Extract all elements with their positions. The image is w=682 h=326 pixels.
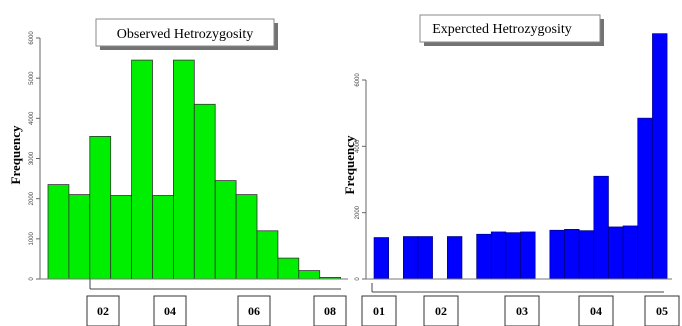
observed-y-axis: 0 1000 2000 3000 4000 5000 6000 <box>29 31 41 281</box>
expected-bar <box>417 236 433 280</box>
expected-bar <box>578 230 595 280</box>
observed-x-tick-label: 02 <box>97 304 109 318</box>
observed-y-tick-label: 6000 <box>29 31 35 45</box>
observed-title-box: Observed Hetrozygosity <box>95 18 278 50</box>
expected-x-tick-box <box>423 295 459 326</box>
observed-y-tick-label: 5000 <box>29 71 35 85</box>
expected-y-tick-label: 4000 <box>355 139 361 153</box>
expected-bar <box>373 237 389 280</box>
expected-y-tick-label: 0 <box>355 277 361 281</box>
expected-bars <box>373 33 668 280</box>
expected-y-axis-label: Frequency <box>342 135 357 194</box>
expected-title-box: Expercted Hetrozygosity <box>419 14 604 46</box>
observed-x-tick-label: 06 <box>248 304 260 318</box>
observed-x-tick-box <box>153 295 187 326</box>
observed-x-tick-label: 08 <box>324 304 336 318</box>
expected-bar <box>652 33 668 280</box>
expected-bar <box>622 225 638 280</box>
observed-bar <box>235 194 258 280</box>
expected-x-tick-box <box>504 295 540 326</box>
observed-y-tick-label: 3000 <box>29 151 35 165</box>
observed-y-tick-label: 2000 <box>29 191 35 205</box>
observed-x-tick-label: 04 <box>164 304 176 318</box>
observed-y-axis-label: Frequency <box>8 125 23 184</box>
observed-bar <box>131 59 153 280</box>
expected-y-tick-label: 2000 <box>355 205 361 219</box>
observed-y-tick-label: 4000 <box>29 111 35 125</box>
expected-bar <box>549 229 565 280</box>
observed-bar <box>47 184 70 280</box>
expected-x-tick-label: 02 <box>435 304 447 318</box>
observed-bar <box>256 230 279 280</box>
observed-bar <box>68 194 91 280</box>
expected-bar <box>637 117 653 280</box>
expected-bar <box>446 236 463 280</box>
observed-bar <box>277 257 300 280</box>
expected-x-tick-label: 05 <box>656 304 668 318</box>
expected-x-tick-box <box>578 295 614 326</box>
expected-bar <box>593 175 609 280</box>
expected-bar <box>564 229 580 280</box>
observed-x-tick-box <box>86 295 120 326</box>
expected-chart-title: Expercted Hetrozygosity <box>432 22 572 37</box>
expected-bar <box>402 236 419 280</box>
expected-x-tick-box <box>361 295 397 326</box>
expected-bar <box>520 231 536 280</box>
expected-bar <box>505 232 521 280</box>
observed-x-tick-labels: 02 04 06 08 <box>86 295 347 326</box>
observed-chart: 0 1000 2000 3000 4000 5000 6000 Frequency Obse… <box>8 18 348 290</box>
expected-chart: 0 2000 4000 6000 Frequency Expercted Hetroz… <box>342 14 672 293</box>
observed-bar <box>298 270 321 280</box>
observed-chart-title: Observed Hetrozygosity <box>117 27 253 42</box>
observed-bar <box>172 59 195 280</box>
expected-bar <box>490 231 507 280</box>
observed-y-tick-label: 1000 <box>29 232 35 246</box>
observed-x-tick-box <box>313 295 347 326</box>
observed-y-tick-label: 0 <box>29 277 35 281</box>
expected-x-tick-label: 03 <box>516 304 528 318</box>
expected-x-tick-label: 04 <box>590 304 602 318</box>
expected-x-tick-labels: 01 02 03 04 05 <box>361 295 680 326</box>
expected-x-tick-box <box>644 295 680 326</box>
expected-bar <box>608 226 624 280</box>
observed-bar <box>193 103 216 280</box>
expected-y-axis: 0 2000 4000 6000 <box>355 73 367 281</box>
observed-bar <box>89 135 112 280</box>
observed-bars <box>47 59 342 280</box>
expected-y-tick-label: 6000 <box>355 73 361 87</box>
expected-x-tick-label: 01 <box>373 304 385 318</box>
observed-bar <box>110 195 132 280</box>
observed-bar <box>152 195 174 280</box>
observed-bar <box>214 180 237 280</box>
observed-x-tick-box <box>237 295 271 326</box>
expected-bar <box>476 233 492 280</box>
